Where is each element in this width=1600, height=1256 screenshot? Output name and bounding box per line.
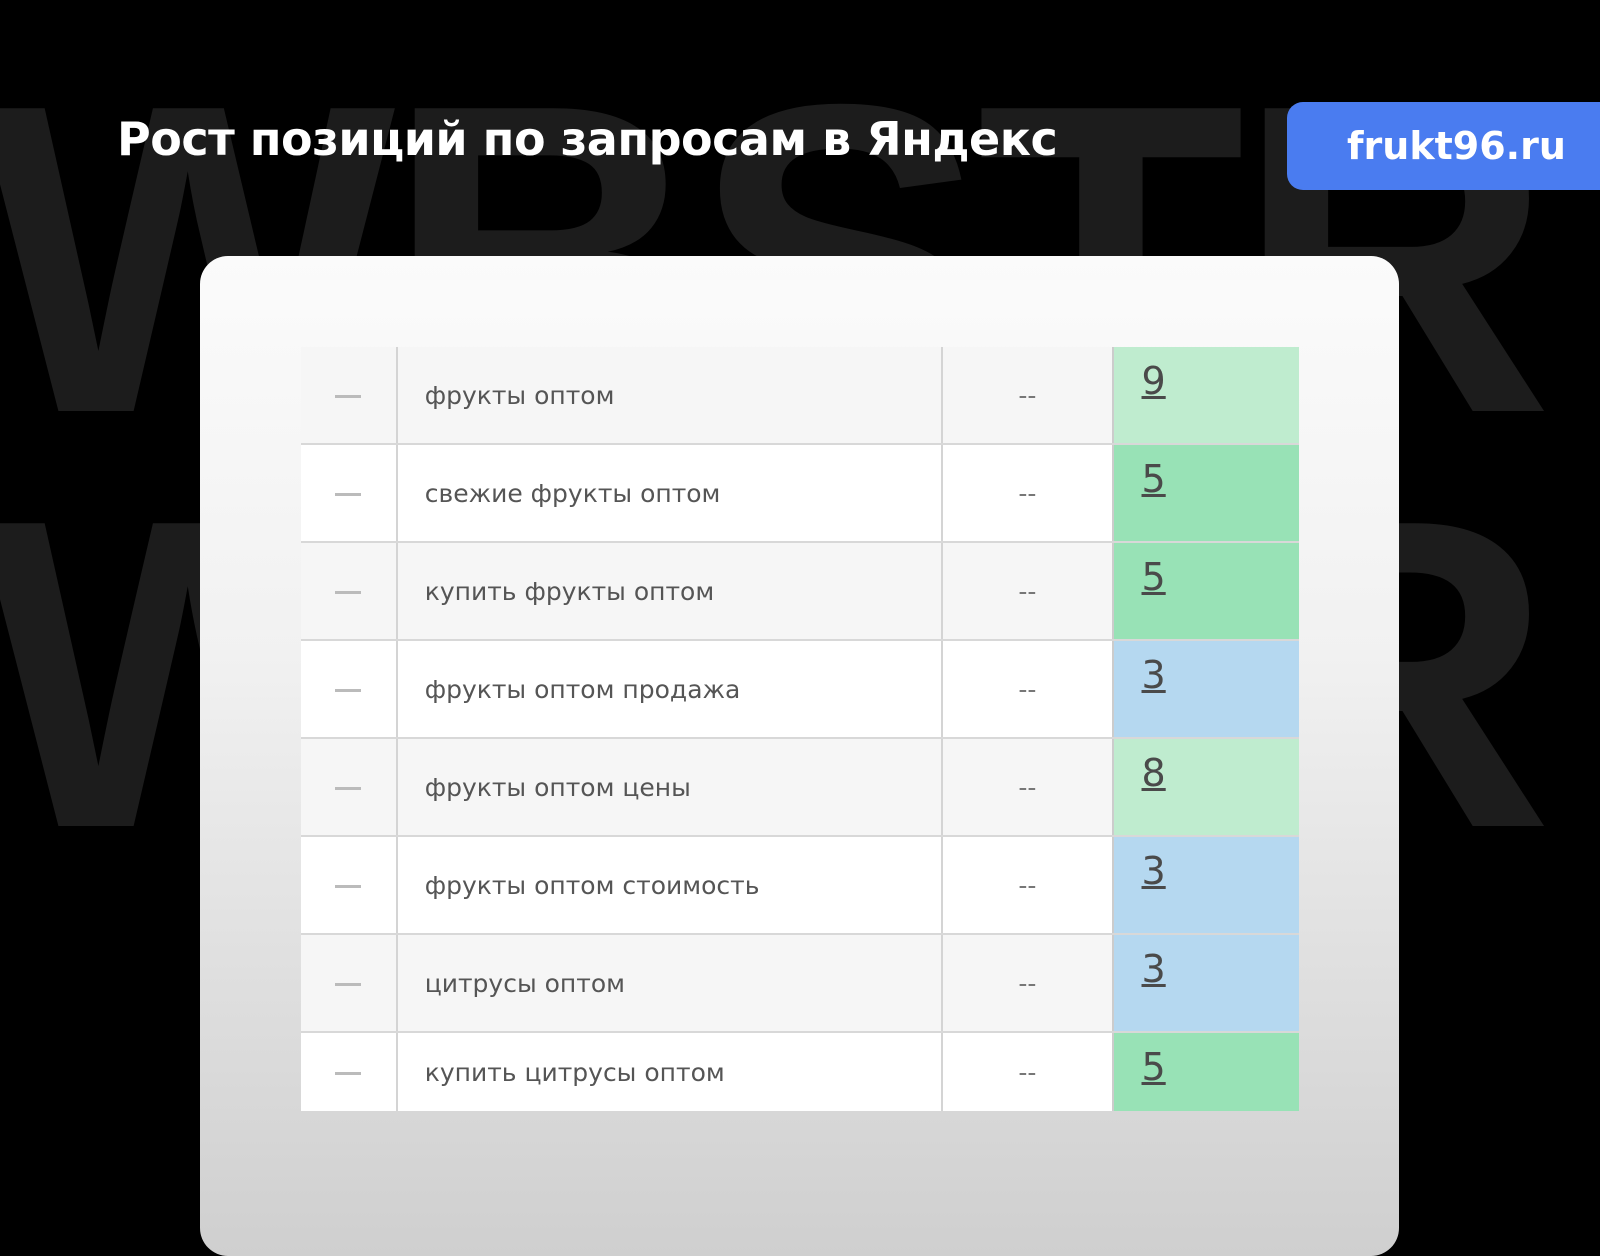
query-cell: цитрусы оптом	[396, 934, 944, 1033]
row-status	[301, 640, 398, 739]
query-cell: фрукты оптом стоимость	[396, 836, 944, 935]
dash-icon	[335, 493, 362, 496]
previous-position: --	[942, 836, 1114, 935]
table-row: купить цитрусы оптом -- 5	[301, 1032, 1299, 1111]
dash-icon	[335, 689, 362, 692]
table-row: фрукты оптом стоимость -- 3	[301, 836, 1299, 935]
positions-table: фрукты оптом -- 9 свежие фрукты оптом --…	[301, 347, 1299, 1111]
table-row: фрукты оптом -- 9	[301, 347, 1299, 445]
row-status	[301, 347, 398, 445]
row-status	[301, 444, 398, 543]
dash-icon	[335, 1072, 362, 1075]
row-status	[301, 1032, 398, 1111]
query-cell: свежие фрукты оптом	[396, 444, 944, 543]
position-link[interactable]: 5	[1112, 542, 1299, 641]
page-title: Рост позиций по запросам в Яндекс	[117, 112, 1058, 166]
position-link[interactable]: 8	[1112, 738, 1299, 837]
table-row: свежие фрукты оптом -- 5	[301, 444, 1299, 543]
query-cell: фрукты оптом	[396, 347, 944, 445]
query-cell: фрукты оптом цены	[396, 738, 944, 837]
position-link[interactable]: 5	[1112, 1032, 1299, 1111]
dash-icon	[335, 885, 362, 888]
row-status	[301, 542, 398, 641]
row-status	[301, 836, 398, 935]
dash-icon	[335, 395, 362, 398]
position-link[interactable]: 3	[1112, 836, 1299, 935]
row-status	[301, 934, 398, 1033]
position-link[interactable]: 9	[1112, 347, 1299, 445]
position-link[interactable]: 3	[1112, 640, 1299, 739]
dash-icon	[335, 983, 362, 986]
table-row: цитрусы оптом -- 3	[301, 934, 1299, 1033]
query-cell: фрукты оптом продажа	[396, 640, 944, 739]
previous-position: --	[942, 444, 1114, 543]
previous-position: --	[942, 738, 1114, 837]
previous-position: --	[942, 934, 1114, 1033]
row-status	[301, 738, 398, 837]
dash-icon	[335, 787, 362, 790]
dash-icon	[335, 591, 362, 594]
query-cell: купить цитрусы оптом	[396, 1032, 944, 1111]
position-link[interactable]: 3	[1112, 934, 1299, 1033]
table-row: фрукты оптом цены -- 8	[301, 738, 1299, 837]
table-row: фрукты оптом продажа -- 3	[301, 640, 1299, 739]
position-link[interactable]: 5	[1112, 444, 1299, 543]
table-row: купить фрукты оптом -- 5	[301, 542, 1299, 641]
query-cell: купить фрукты оптом	[396, 542, 944, 641]
site-badge: frukt96.ru	[1287, 102, 1600, 190]
previous-position: --	[942, 640, 1114, 739]
previous-position: --	[942, 542, 1114, 641]
previous-position: --	[942, 1032, 1114, 1111]
previous-position: --	[942, 347, 1114, 445]
